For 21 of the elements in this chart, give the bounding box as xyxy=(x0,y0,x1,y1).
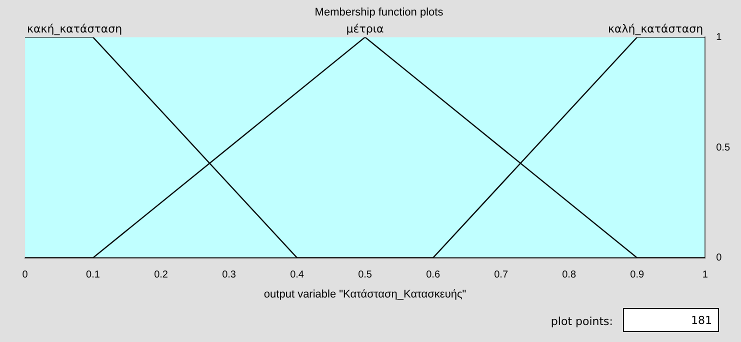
x-tick-label: 0.1 xyxy=(86,270,100,281)
y-tick-label: 1 xyxy=(716,32,722,43)
chart-title: Membership function plots xyxy=(314,6,444,19)
y-tick-label: 0 xyxy=(716,252,722,264)
x-tick-label: 0 xyxy=(22,270,28,281)
x-tick-label: 0.2 xyxy=(154,270,168,281)
x-tick-label: 0.8 xyxy=(562,270,576,281)
text: plot points: xyxy=(550,315,613,328)
series-label: καλή_κατάσταση xyxy=(608,22,704,36)
x-tick-label: 0.3 xyxy=(222,270,236,281)
x-tick-label: 0.4 xyxy=(290,270,304,281)
x-tick-label: 0.9 xyxy=(630,270,644,281)
x-tick-label: 0.7 xyxy=(494,270,508,281)
x-tick-label: 0.5 xyxy=(358,270,372,281)
x-axis-title: output variable "Κατάσταση_Κατασκευής" xyxy=(264,288,466,300)
y-tick-label: 0.5 xyxy=(716,142,730,154)
series-label: μέτρια xyxy=(346,22,384,36)
x-tick-label: 1 xyxy=(702,270,708,281)
number-field: 181 xyxy=(623,308,719,332)
x-tick-label: 0.6 xyxy=(426,270,440,281)
series-label: κακή_κατάσταση xyxy=(27,22,122,36)
